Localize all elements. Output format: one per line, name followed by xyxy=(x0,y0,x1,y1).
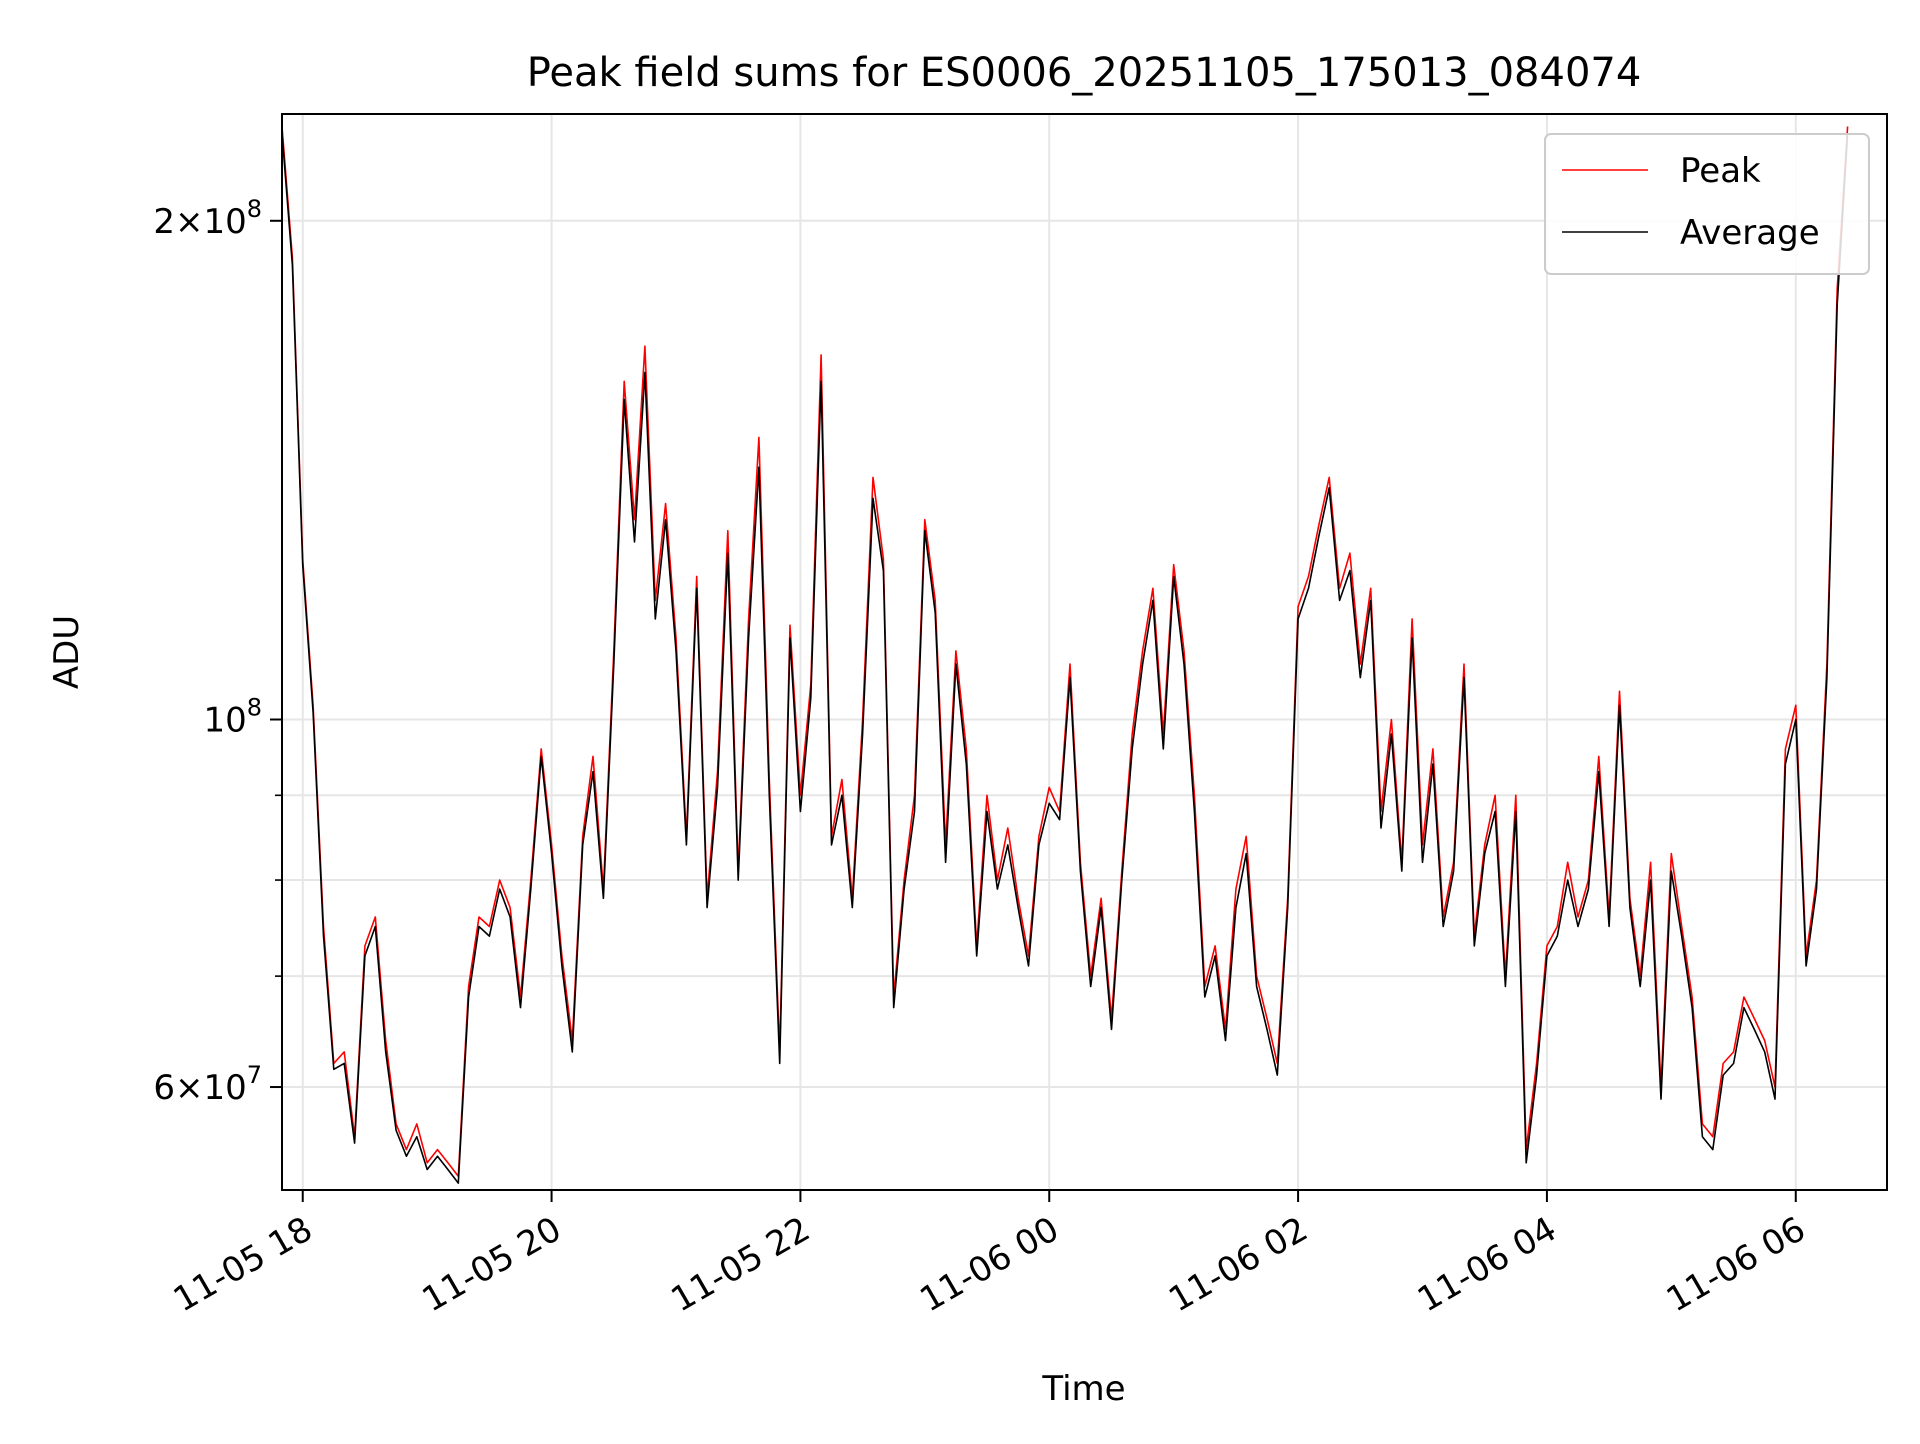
y-axis: 6×107 108 2×108 xyxy=(153,195,282,1108)
legend: Peak Average xyxy=(1544,133,1870,275)
plot-frame xyxy=(281,113,1888,1191)
chart-title: Peak field sums for ES0006_20251105_1750… xyxy=(527,50,1642,96)
legend-label-average: Average xyxy=(1680,213,1820,253)
series-layer xyxy=(282,126,1849,1184)
y-tick-label: 108 xyxy=(203,694,262,741)
y-axis-label: ADU xyxy=(47,615,87,689)
legend-label-peak: Peak xyxy=(1680,151,1761,191)
x-axis-label: Time xyxy=(1041,1369,1125,1409)
legend-frame xyxy=(1544,133,1870,275)
y-tick-label: 6×107 xyxy=(153,1061,262,1108)
series-line-average xyxy=(282,132,1849,1184)
y-tick-label: 2×108 xyxy=(153,195,262,242)
